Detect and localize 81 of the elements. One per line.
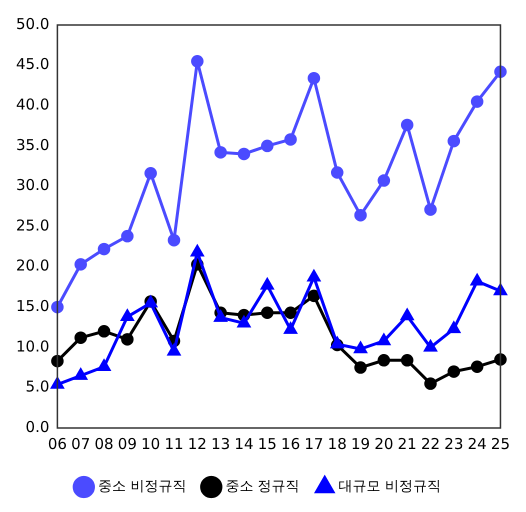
point	[308, 290, 320, 302]
point	[214, 310, 228, 322]
point	[74, 331, 87, 344]
point	[190, 245, 204, 257]
point	[424, 203, 437, 216]
point	[284, 133, 297, 146]
point	[98, 359, 110, 371]
x-tick-label: 14	[234, 434, 254, 453]
point	[284, 306, 297, 319]
point	[191, 55, 204, 68]
point	[121, 333, 134, 346]
point	[260, 278, 274, 290]
y-tick-label: 10.0	[16, 337, 50, 356]
point	[400, 354, 414, 367]
x-tick-label: 06	[48, 434, 67, 453]
point	[98, 325, 110, 338]
point	[238, 148, 250, 160]
x-tick-label: 24	[468, 434, 487, 453]
legend-label: 중소 정규직	[225, 478, 300, 495]
point	[400, 118, 414, 132]
x-tick-label: 08	[94, 434, 114, 453]
point	[308, 72, 320, 84]
point	[470, 95, 484, 108]
legend-label: 중소 비정규직	[98, 478, 186, 495]
y-tick-label: 35.0	[16, 136, 50, 154]
x-tick-label: 23	[444, 434, 464, 453]
y-tick-label: 25.0	[16, 216, 50, 234]
point	[377, 334, 390, 346]
y-tick-label: 5.0	[26, 378, 50, 396]
point	[284, 322, 298, 334]
point	[330, 166, 344, 179]
point	[307, 270, 320, 282]
point	[424, 377, 437, 390]
x-tick-label: 16	[281, 434, 300, 453]
y-tick-label: 15.0	[16, 296, 50, 315]
point	[121, 230, 134, 242]
x-tick-label: 09	[118, 434, 137, 453]
point	[168, 344, 180, 356]
x-tick-label: 13	[211, 434, 230, 453]
point	[238, 316, 250, 328]
point	[144, 167, 157, 180]
x-tick-label: 10	[141, 434, 160, 453]
point	[470, 274, 484, 286]
x-tick-label: 15	[258, 434, 277, 453]
point	[354, 342, 367, 354]
point	[98, 242, 110, 256]
y-tick-label: 0.0	[26, 418, 50, 436]
x-tick-label: 19	[350, 434, 370, 453]
x-tick-label: 20	[374, 434, 394, 453]
point	[354, 361, 367, 374]
point	[214, 146, 227, 159]
x-tick-label: 07	[71, 434, 90, 453]
point	[74, 368, 88, 380]
point	[378, 354, 390, 367]
point	[470, 360, 484, 373]
y-tick-label: 40.0	[16, 95, 50, 114]
x-tick-label: 11	[164, 434, 184, 453]
point	[330, 336, 344, 348]
point	[448, 365, 460, 378]
point	[261, 306, 274, 319]
point	[448, 134, 460, 148]
x-tick-label: 25	[490, 434, 510, 453]
point	[400, 308, 414, 320]
x-tick-label: 21	[398, 434, 417, 453]
point	[424, 340, 437, 352]
point	[261, 140, 274, 152]
point	[354, 208, 367, 222]
x-tick-label: 17	[304, 434, 324, 453]
x-tick-label: 22	[420, 434, 440, 453]
point	[120, 310, 134, 322]
point	[74, 258, 87, 271]
y-tick-label: 20.0	[16, 256, 50, 275]
y-tick-label: 45.0	[16, 55, 50, 74]
legend-label: 대규모 비정규직	[338, 478, 442, 495]
point	[378, 174, 390, 187]
x-tick-label: 18	[328, 434, 347, 453]
y-tick-label: 50.0	[16, 14, 50, 33]
point	[447, 322, 460, 334]
x-tick-label: 12	[188, 434, 207, 453]
point	[168, 234, 180, 246]
y-tick-label: 30.0	[16, 176, 50, 194]
